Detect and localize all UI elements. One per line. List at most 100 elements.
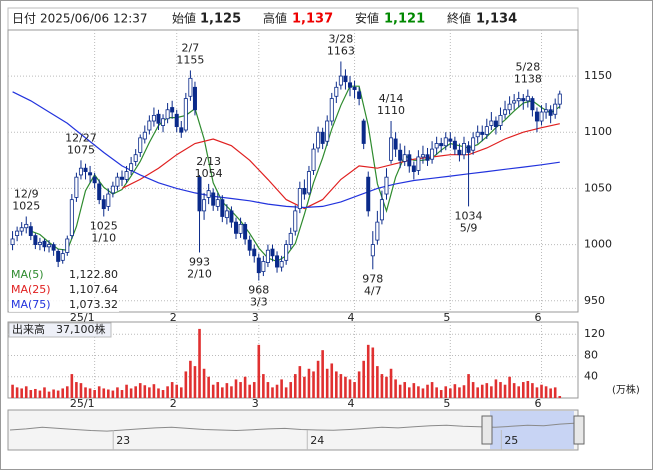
candle-body bbox=[110, 185, 115, 194]
volume-bar bbox=[129, 388, 133, 398]
volume-bar bbox=[170, 382, 174, 398]
volume-bar bbox=[293, 374, 297, 398]
annotation-date: 12/27 bbox=[65, 131, 97, 144]
low-label: 安値 bbox=[355, 11, 379, 26]
volume-bar bbox=[467, 374, 470, 398]
candle-body bbox=[115, 176, 120, 187]
volume-bar bbox=[166, 386, 169, 398]
volume-bar bbox=[344, 376, 347, 398]
candle-body bbox=[229, 210, 234, 223]
candle-body bbox=[279, 261, 284, 268]
candle-body bbox=[507, 103, 512, 111]
volume-bar bbox=[403, 382, 407, 398]
volume-bar bbox=[230, 386, 233, 398]
legend-value: 1,107.64 bbox=[69, 283, 118, 296]
volume-unit: (万株) bbox=[612, 383, 640, 396]
volume-bar bbox=[480, 384, 484, 398]
candle-body bbox=[461, 143, 466, 156]
legend-box bbox=[9, 283, 119, 297]
x-tick-label: 3 bbox=[252, 397, 259, 410]
volume-bar bbox=[207, 376, 210, 398]
candle-body bbox=[151, 114, 156, 122]
volume-bar bbox=[394, 379, 397, 398]
volume-bar bbox=[494, 379, 498, 398]
volume-bar bbox=[88, 388, 92, 398]
volume-bar bbox=[339, 374, 343, 398]
candle-body bbox=[92, 176, 97, 184]
volume-bar bbox=[449, 388, 452, 398]
volume-bar bbox=[303, 376, 306, 398]
candle-body bbox=[407, 154, 412, 167]
annotation-price: 1025 bbox=[90, 220, 118, 233]
x-tick-label: 5 bbox=[443, 397, 450, 410]
candle-body bbox=[51, 244, 56, 251]
candle-body bbox=[484, 126, 489, 135]
volume-title-box bbox=[8, 322, 112, 338]
candle-body bbox=[47, 244, 52, 248]
volume-bar bbox=[307, 368, 311, 398]
candle-body bbox=[534, 111, 539, 122]
volume-bar bbox=[266, 382, 270, 398]
volume-bar bbox=[216, 382, 220, 398]
volume-bar bbox=[184, 371, 188, 398]
legend-name: MA(75) bbox=[11, 298, 51, 311]
volume-bar bbox=[385, 376, 388, 398]
volume-bar bbox=[138, 383, 142, 398]
annotation-price: 1155 bbox=[176, 53, 204, 66]
volume-bar bbox=[371, 347, 375, 398]
volume-bar bbox=[193, 366, 197, 398]
volume-bar bbox=[125, 384, 128, 398]
volume-bar bbox=[289, 382, 293, 398]
volume-bar bbox=[111, 390, 115, 398]
volume-bar bbox=[558, 396, 562, 398]
candle-body bbox=[211, 192, 216, 206]
volume-bar bbox=[458, 387, 461, 398]
candle-body bbox=[416, 156, 421, 171]
annotation-price: 978 bbox=[362, 272, 383, 285]
annotation-price: 1110 bbox=[377, 104, 405, 117]
volume-bar bbox=[211, 384, 215, 398]
candle-body bbox=[379, 199, 384, 221]
candle-body bbox=[56, 250, 61, 262]
x-tick-label: 3 bbox=[252, 311, 259, 324]
candle-body bbox=[302, 188, 307, 195]
candle-body bbox=[539, 111, 544, 122]
y-tick-label: 40 bbox=[584, 370, 598, 383]
volume-bar bbox=[271, 387, 274, 398]
candle-body bbox=[165, 109, 170, 120]
date-label: 日付 bbox=[12, 12, 36, 26]
volume-bar bbox=[15, 387, 19, 398]
navigator-label: 23 bbox=[116, 434, 130, 447]
candle-body bbox=[306, 171, 311, 194]
candle-body bbox=[288, 232, 293, 245]
annotation-price: 1075 bbox=[67, 143, 95, 156]
volume-bar bbox=[521, 382, 525, 398]
candle-body bbox=[553, 103, 558, 115]
candle-body bbox=[530, 98, 535, 111]
legend-value: 1,073.32 bbox=[69, 298, 118, 311]
annotation-date: 3/28 bbox=[329, 32, 354, 45]
candle-body bbox=[33, 235, 38, 245]
volume-bar bbox=[24, 386, 28, 398]
legend-name: MA(5) bbox=[11, 268, 44, 281]
volume-bar bbox=[161, 390, 165, 398]
volume-bar bbox=[376, 366, 379, 398]
candle-body bbox=[370, 244, 375, 257]
legend-name: MA(25) bbox=[11, 283, 51, 296]
candle-body bbox=[192, 86, 197, 111]
volume-title: 出来高 bbox=[12, 322, 45, 336]
candle-body bbox=[557, 93, 562, 105]
volume-bar bbox=[325, 368, 329, 398]
candle-body bbox=[402, 154, 407, 162]
candle-body bbox=[284, 244, 289, 261]
candle-body bbox=[252, 248, 257, 257]
x-tick-label: 2 bbox=[170, 397, 177, 410]
volume-bar bbox=[490, 386, 493, 398]
x-tick-label: 25/1 bbox=[70, 397, 95, 410]
volume-bar bbox=[439, 390, 443, 398]
candle-body bbox=[347, 82, 352, 88]
volume-bar bbox=[116, 387, 119, 398]
x-tick-label: 4 bbox=[348, 311, 355, 324]
volume-bar bbox=[120, 390, 124, 398]
